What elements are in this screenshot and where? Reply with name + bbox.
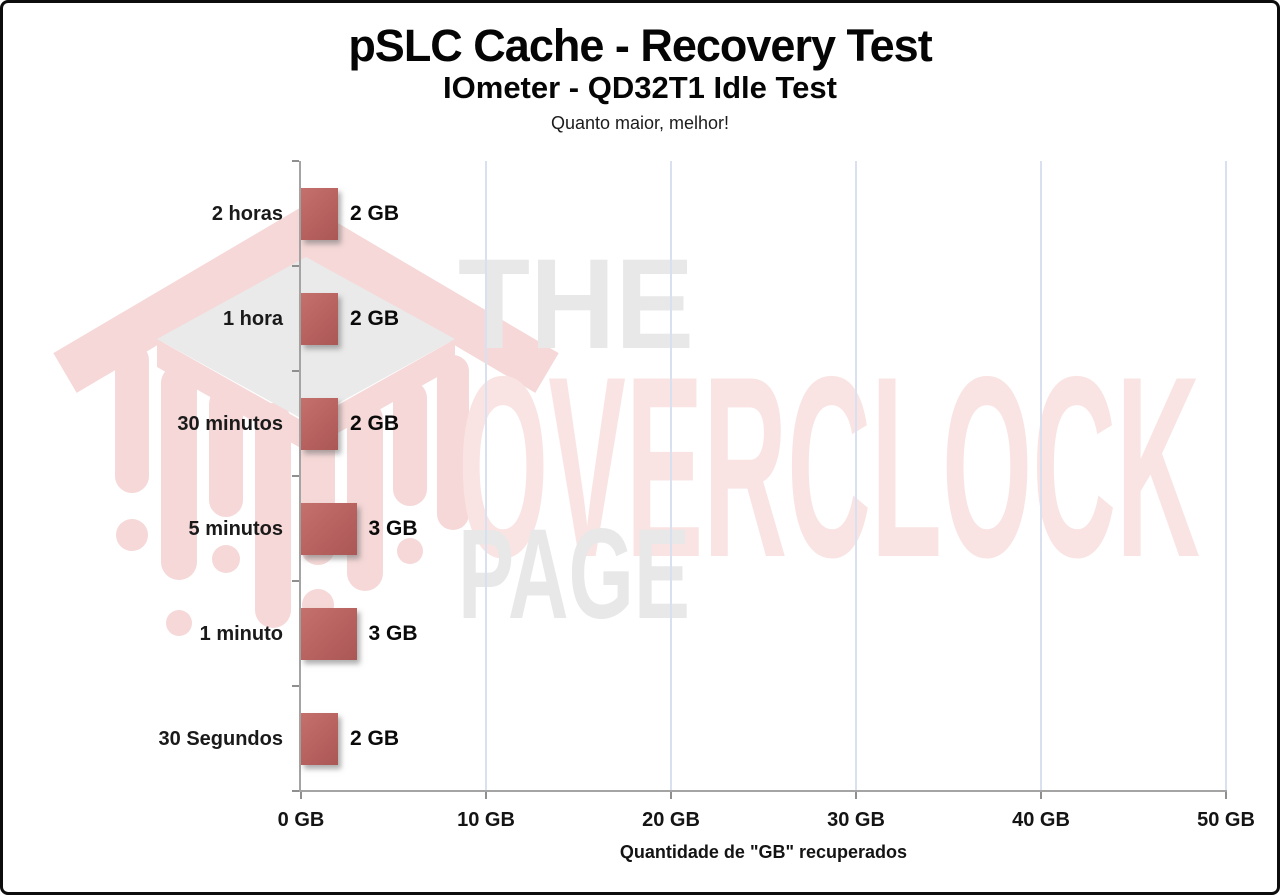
x-tick-label-40: 40 GB <box>1012 809 1070 831</box>
chip-logo-dot <box>212 545 240 573</box>
category-label-30-segundos: 30 Segundos <box>158 727 283 750</box>
gridline-30 <box>855 161 857 791</box>
chip-logo-drip <box>115 343 149 493</box>
watermark-overclock: OVERCLOCK <box>458 322 1200 611</box>
chart-note: Quanto maior, melhor! <box>550 112 730 133</box>
bar-1-minuto <box>301 607 357 660</box>
watermark: THE OVERCLOCK PAGE <box>53 204 1200 646</box>
x-axis-title: Quantidade de "GB" recuperados <box>619 842 908 862</box>
gridline-50 <box>1225 161 1227 791</box>
chip-logo-dot <box>116 519 148 551</box>
value-label-30-segundos: 2 GB <box>350 726 400 750</box>
value-label-5-minutos: 3 GB <box>368 516 418 540</box>
y-axis-tick <box>292 580 299 582</box>
value-label-1-minuto: 3 GB <box>368 621 418 645</box>
y-axis-tick <box>292 265 299 267</box>
category-label-30-minutos: 30 minutos <box>177 412 283 435</box>
bar-1-hora <box>301 292 338 345</box>
value-label-1-hora: 2 GB <box>350 306 400 330</box>
y-axis-tick <box>292 685 299 687</box>
x-tick-label-10: 10 GB <box>457 809 515 831</box>
bar-30-minutos <box>301 397 338 450</box>
category-label-1-hora: 1 hora <box>222 307 283 330</box>
x-axis-tick <box>1225 792 1227 799</box>
chip-logo-drip <box>393 381 427 506</box>
chip-logo-drip <box>255 403 291 628</box>
y-axis-tick <box>292 475 299 477</box>
watermark-page: PAGE <box>458 503 690 646</box>
chip-logo-drip <box>161 365 197 580</box>
category-label-5-minutos: 5 minutos <box>188 517 283 540</box>
chip-logo-drip <box>209 387 243 517</box>
y-axis-tick <box>292 370 299 372</box>
watermark-text: THE OVERCLOCK PAGE <box>458 233 1200 646</box>
gridline-20 <box>670 161 672 791</box>
bar-2-horas <box>301 187 338 240</box>
category-label-2-horas: 2 horas <box>211 202 283 225</box>
x-axis-tick <box>855 792 857 799</box>
gridline-10 <box>485 161 487 791</box>
plot-area: 2 horas 2 GB 1 hora 2 GB 30 minutos 2 GB 5 min… <box>3 3 1277 892</box>
x-axis-tick <box>1040 792 1042 799</box>
y-axis-line <box>299 161 301 791</box>
x-tick-label-50: 50 GB <box>1197 809 1255 831</box>
x-axis-tick <box>485 792 487 799</box>
y-axis-tick <box>292 160 299 162</box>
value-label-30-minutos: 2 GB <box>350 411 400 435</box>
chip-logo-dot <box>166 610 192 636</box>
chip-logo-dot <box>397 538 423 564</box>
x-axis-tick <box>300 792 302 799</box>
x-tick-label-30: 30 GB <box>827 809 885 831</box>
y-axis-tick <box>292 790 299 792</box>
chip-logo-drip <box>437 355 469 530</box>
x-axis-tick <box>670 792 672 799</box>
bar-30-segundos <box>301 712 338 765</box>
chart-header: pSLC Cache - Recovery Test IOmeter - QD3… <box>3 23 1277 134</box>
x-tick-label-0: 0 GB <box>277 809 325 831</box>
bar-5-minutos <box>301 502 357 555</box>
value-label-2-horas: 2 GB <box>350 201 400 225</box>
chart-subtitle: IOmeter - QD32T1 Idle Test <box>443 70 837 105</box>
x-tick-label-20: 20 GB <box>642 809 700 831</box>
watermark-the: THE <box>458 233 694 376</box>
category-label-1-minuto: 1 minuto <box>199 622 283 645</box>
chart-title: pSLC Cache - Recovery Test <box>348 20 932 71</box>
x-axis-line <box>292 790 1227 792</box>
gridline-40 <box>1040 161 1042 791</box>
